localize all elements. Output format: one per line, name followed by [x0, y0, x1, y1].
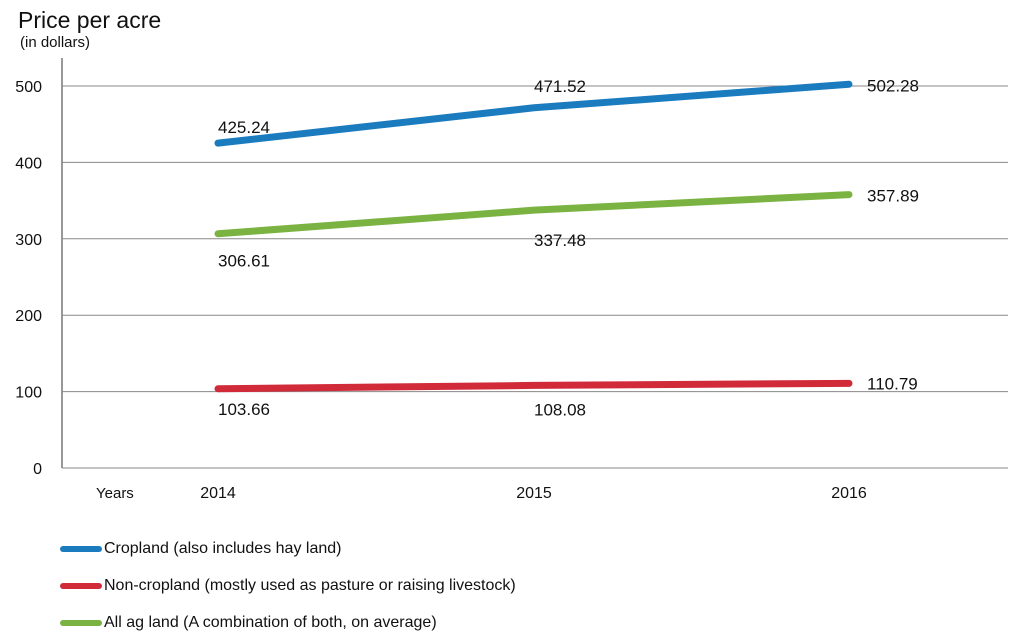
y-tick-label-500: 500	[15, 79, 42, 96]
data-label-all-ag-land-2015: 337.48	[534, 231, 586, 250]
legend-item-non-cropland[interactable]: Non-cropland (mostly used as pasture or …	[60, 567, 516, 604]
y-tick-label-300: 300	[15, 232, 42, 249]
y-tick-label-100: 100	[15, 385, 42, 402]
data-label-non-cropland-2015: 108.08	[534, 400, 586, 419]
x-tick-label-2014: 2014	[200, 485, 236, 502]
x-tick-label-2015: 2015	[516, 485, 552, 502]
legend-swatch-cropland	[60, 545, 102, 552]
legend-swatch-all-ag-land	[60, 619, 102, 626]
series-line-all-ag-land	[214, 191, 853, 238]
legend-item-cropland[interactable]: Cropland (also includes hay land)	[60, 530, 516, 567]
legend-item-all-ag-land[interactable]: All ag land (A combination of both, on a…	[60, 604, 516, 641]
legend-swatch-non-cropland	[60, 582, 102, 589]
y-tick-label-0: 0	[33, 461, 42, 478]
legend-label-all-ag-land: All ag land (A combination of both, on a…	[104, 613, 437, 631]
data-label-cropland-2014: 425.24	[218, 118, 270, 137]
series-line-cropland	[214, 80, 853, 147]
data-label-non-cropland-2016: 110.79	[867, 374, 918, 393]
x-axis-label: Years	[96, 485, 134, 502]
legend: Cropland (also includes hay land) Non-cr…	[60, 530, 516, 641]
y-tick-label-200: 200	[15, 308, 42, 325]
legend-label-non-cropland: Non-cropland (mostly used as pasture or …	[104, 576, 516, 594]
data-label-non-cropland-2014: 103.66	[218, 400, 270, 419]
data-label-cropland-2015: 471.52	[534, 77, 586, 96]
x-tick-label-2016: 2016	[831, 485, 867, 502]
chart-title: Price per acre	[18, 7, 162, 33]
legend-label-cropland: Cropland (also includes hay land)	[104, 539, 342, 557]
y-tick-label-400: 400	[15, 155, 42, 172]
chart-subtitle: (in dollars)	[20, 34, 91, 51]
series-line-non-cropland	[214, 379, 853, 393]
data-label-all-ag-land-2016: 357.89	[867, 187, 919, 206]
line-chart: 0 100 200 300 400 500 Years 2014 2015 2016 425.24 4…	[15, 58, 1008, 502]
data-label-cropland-2016: 502.28	[867, 76, 919, 95]
data-label-all-ag-land-2014: 306.61	[218, 252, 270, 271]
